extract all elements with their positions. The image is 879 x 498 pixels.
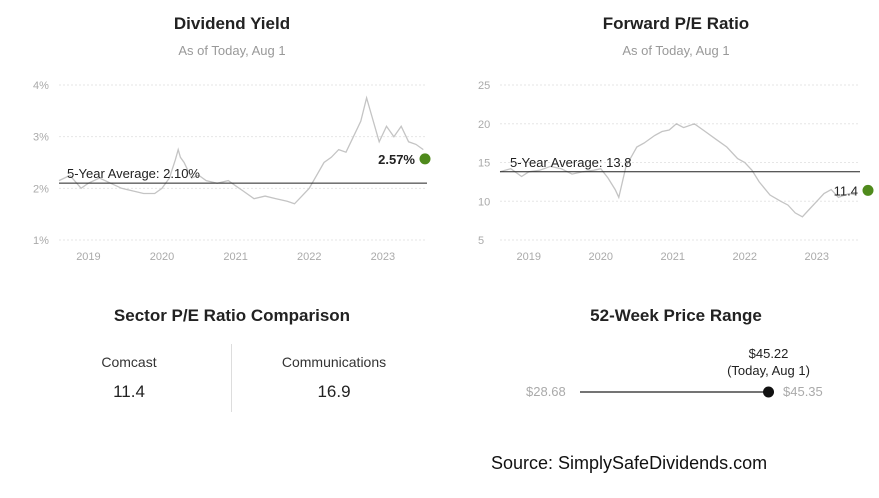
x-tick-label: 2019 [517, 251, 541, 263]
x-tick-label: 2023 [805, 251, 829, 263]
current-price: $45.22 [748, 346, 789, 361]
range-high-label: $45.35 [783, 384, 823, 399]
communications-pe-value: 16.9 [317, 382, 351, 401]
series-line [58, 95, 424, 205]
x-tick-label: 2022 [733, 251, 757, 263]
forward-pe-subtitle: As of Today, Aug 1 [622, 43, 730, 58]
series-line [499, 123, 857, 218]
x-tick-label: 2019 [76, 251, 100, 263]
current-price-dot [763, 386, 775, 398]
current-value-dot [862, 184, 874, 196]
dividend-yield-chart: 1% 2% 3% 4% 2019 2020 2021 2022 2023 5-Year Avera… [33, 80, 431, 263]
x-tick-label: 2023 [371, 251, 395, 263]
dividend-yield-subtitle: As of Today, Aug 1 [178, 43, 286, 58]
current-price-note: (Today, Aug 1) [727, 363, 810, 378]
forward-pe-title: Forward P/E Ratio [602, 14, 750, 33]
sector-pe-title: Sector P/E Ratio Comparison [113, 306, 351, 325]
average-label: 5-Year Average: 2.10% [67, 166, 200, 181]
y-tick-label: 10 [478, 196, 490, 208]
y-tick-label: 15 [478, 158, 490, 170]
y-tick-label: 25 [478, 80, 490, 92]
communications-label: Communications [281, 354, 387, 370]
y-tick-label: 20 [478, 119, 490, 131]
y-tick-label: 5 [478, 235, 484, 247]
comcast-pe-value: 11.4 [113, 382, 145, 401]
forward-pe-chart: 5 10 15 20 25 2019 2020 2021 2022 2023 5-Year Aver… [478, 80, 874, 263]
current-value-dot [419, 153, 431, 165]
price-range-title: 52-Week Price Range [590, 306, 762, 325]
current-price-label: $45.22 (Today, Aug 1) [709, 345, 829, 379]
x-tick-label: 2021 [661, 251, 685, 263]
price-range-bar [580, 386, 775, 398]
x-tick-label: 2020 [589, 251, 613, 263]
y-tick-label: 2% [33, 183, 49, 195]
y-tick-label: 3% [33, 132, 49, 144]
dividend-yield-title: Dividend Yield [173, 14, 291, 33]
source-credit: Source: SimplySafeDividends.com [491, 453, 768, 473]
x-tick-label: 2022 [297, 251, 321, 263]
current-value-label: 11.4 [834, 183, 858, 198]
comparison-divider [231, 344, 232, 412]
x-tick-label: 2021 [223, 251, 247, 263]
x-tick-label: 2020 [150, 251, 174, 263]
range-low-label: $28.68 [526, 384, 566, 399]
comcast-label: Comcast [101, 354, 157, 370]
y-tick-label: 1% [33, 235, 49, 247]
current-value-label: 2.57% [378, 152, 415, 167]
average-label: 5-Year Average: 13.8 [510, 155, 631, 170]
y-tick-label: 4% [33, 80, 49, 92]
